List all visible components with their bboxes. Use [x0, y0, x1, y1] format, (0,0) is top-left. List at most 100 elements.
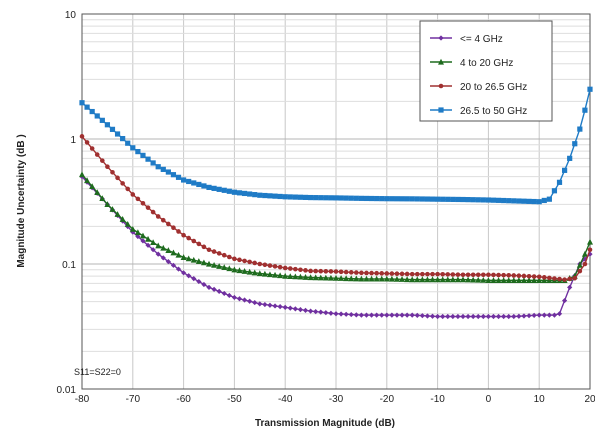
- data-point: [551, 188, 558, 194]
- data-point: [541, 197, 547, 204]
- data-point: [267, 193, 273, 199]
- data-point: [226, 292, 232, 299]
- data-point: [252, 299, 258, 306]
- data-point: [328, 269, 334, 274]
- data-point: [99, 117, 105, 123]
- data-point: [470, 313, 476, 320]
- data-point: [323, 310, 329, 316]
- data-point: [389, 312, 395, 318]
- data-point: [491, 272, 496, 278]
- data-point: [160, 244, 167, 251]
- data-point: [465, 197, 471, 203]
- data-point: [379, 271, 385, 276]
- data-point: [252, 260, 258, 266]
- data-point: [267, 263, 273, 268]
- data-point: [450, 313, 456, 320]
- series-2: [79, 134, 593, 282]
- data-point: [135, 196, 141, 202]
- legend-swatch-marker: [438, 107, 444, 113]
- data-point: [399, 196, 405, 202]
- data-point: [120, 135, 126, 142]
- data-point: [394, 196, 400, 202]
- data-point: [124, 220, 131, 227]
- data-point: [129, 225, 136, 232]
- data-point: [460, 276, 466, 283]
- data-point: [384, 312, 390, 318]
- data-point: [348, 275, 355, 282]
- data-point: [318, 195, 324, 201]
- data-point: [236, 296, 243, 302]
- data-point: [414, 312, 420, 318]
- data-point: [282, 272, 289, 279]
- data-point: [429, 196, 436, 202]
- data-point: [272, 303, 278, 309]
- data-point: [582, 107, 588, 113]
- data-point: [506, 313, 512, 320]
- data-point: [266, 271, 273, 278]
- data-point: [531, 274, 537, 279]
- data-point: [343, 275, 350, 282]
- data-point: [109, 206, 116, 212]
- data-point: [515, 277, 522, 283]
- data-point: [485, 313, 491, 320]
- data-point: [134, 229, 141, 236]
- data-point: [261, 270, 268, 277]
- legend-label: 4 to 20 GHz: [460, 58, 513, 69]
- data-point: [231, 266, 238, 273]
- data-point: [84, 140, 90, 145]
- data-point: [206, 184, 212, 191]
- data-point: [480, 313, 486, 320]
- data-point: [480, 197, 486, 203]
- data-point: [485, 197, 491, 203]
- data-point: [383, 275, 390, 282]
- data-point: [277, 193, 283, 200]
- data-point: [460, 272, 466, 278]
- data-point: [373, 275, 380, 282]
- x-tick-label: -60: [176, 394, 191, 405]
- data-point: [211, 286, 217, 292]
- data-point: [485, 277, 492, 283]
- data-point: [110, 169, 115, 175]
- data-point: [531, 198, 537, 205]
- data-point: [317, 274, 324, 281]
- data-point: [450, 196, 456, 202]
- data-point: [557, 276, 562, 282]
- data-point: [241, 268, 248, 274]
- data-point: [562, 167, 568, 173]
- y-axis-title: Magnitude Uncertainty (dB ): [16, 134, 27, 267]
- data-point: [140, 238, 146, 244]
- data-point: [308, 268, 313, 274]
- series-layer: [79, 86, 593, 320]
- data-point: [338, 269, 344, 275]
- data-point: [170, 262, 177, 268]
- data-point: [165, 169, 171, 175]
- legend-swatch-marker: [438, 35, 444, 41]
- data-point: [404, 312, 410, 318]
- data-point: [434, 276, 441, 283]
- data-point: [216, 251, 222, 256]
- x-tick-label: -80: [75, 394, 90, 405]
- data-point: [394, 271, 400, 277]
- data-point: [79, 100, 85, 106]
- data-point: [399, 312, 405, 318]
- data-point: [333, 311, 339, 317]
- data-point: [419, 276, 426, 283]
- y-tick-label: 10: [65, 10, 77, 21]
- data-point: [364, 270, 369, 276]
- data-point: [114, 211, 121, 217]
- data-point: [221, 290, 227, 297]
- data-point: [135, 233, 141, 240]
- data-point: [516, 198, 522, 204]
- data-point: [104, 122, 110, 128]
- data-point: [425, 271, 430, 277]
- data-point: [552, 276, 557, 281]
- data-point: [572, 141, 578, 147]
- data-point: [510, 277, 517, 283]
- data-point: [170, 172, 177, 178]
- data-point: [455, 272, 461, 277]
- data-point: [531, 312, 537, 318]
- data-point: [247, 298, 253, 304]
- data-point: [354, 270, 359, 275]
- data-point: [526, 277, 533, 283]
